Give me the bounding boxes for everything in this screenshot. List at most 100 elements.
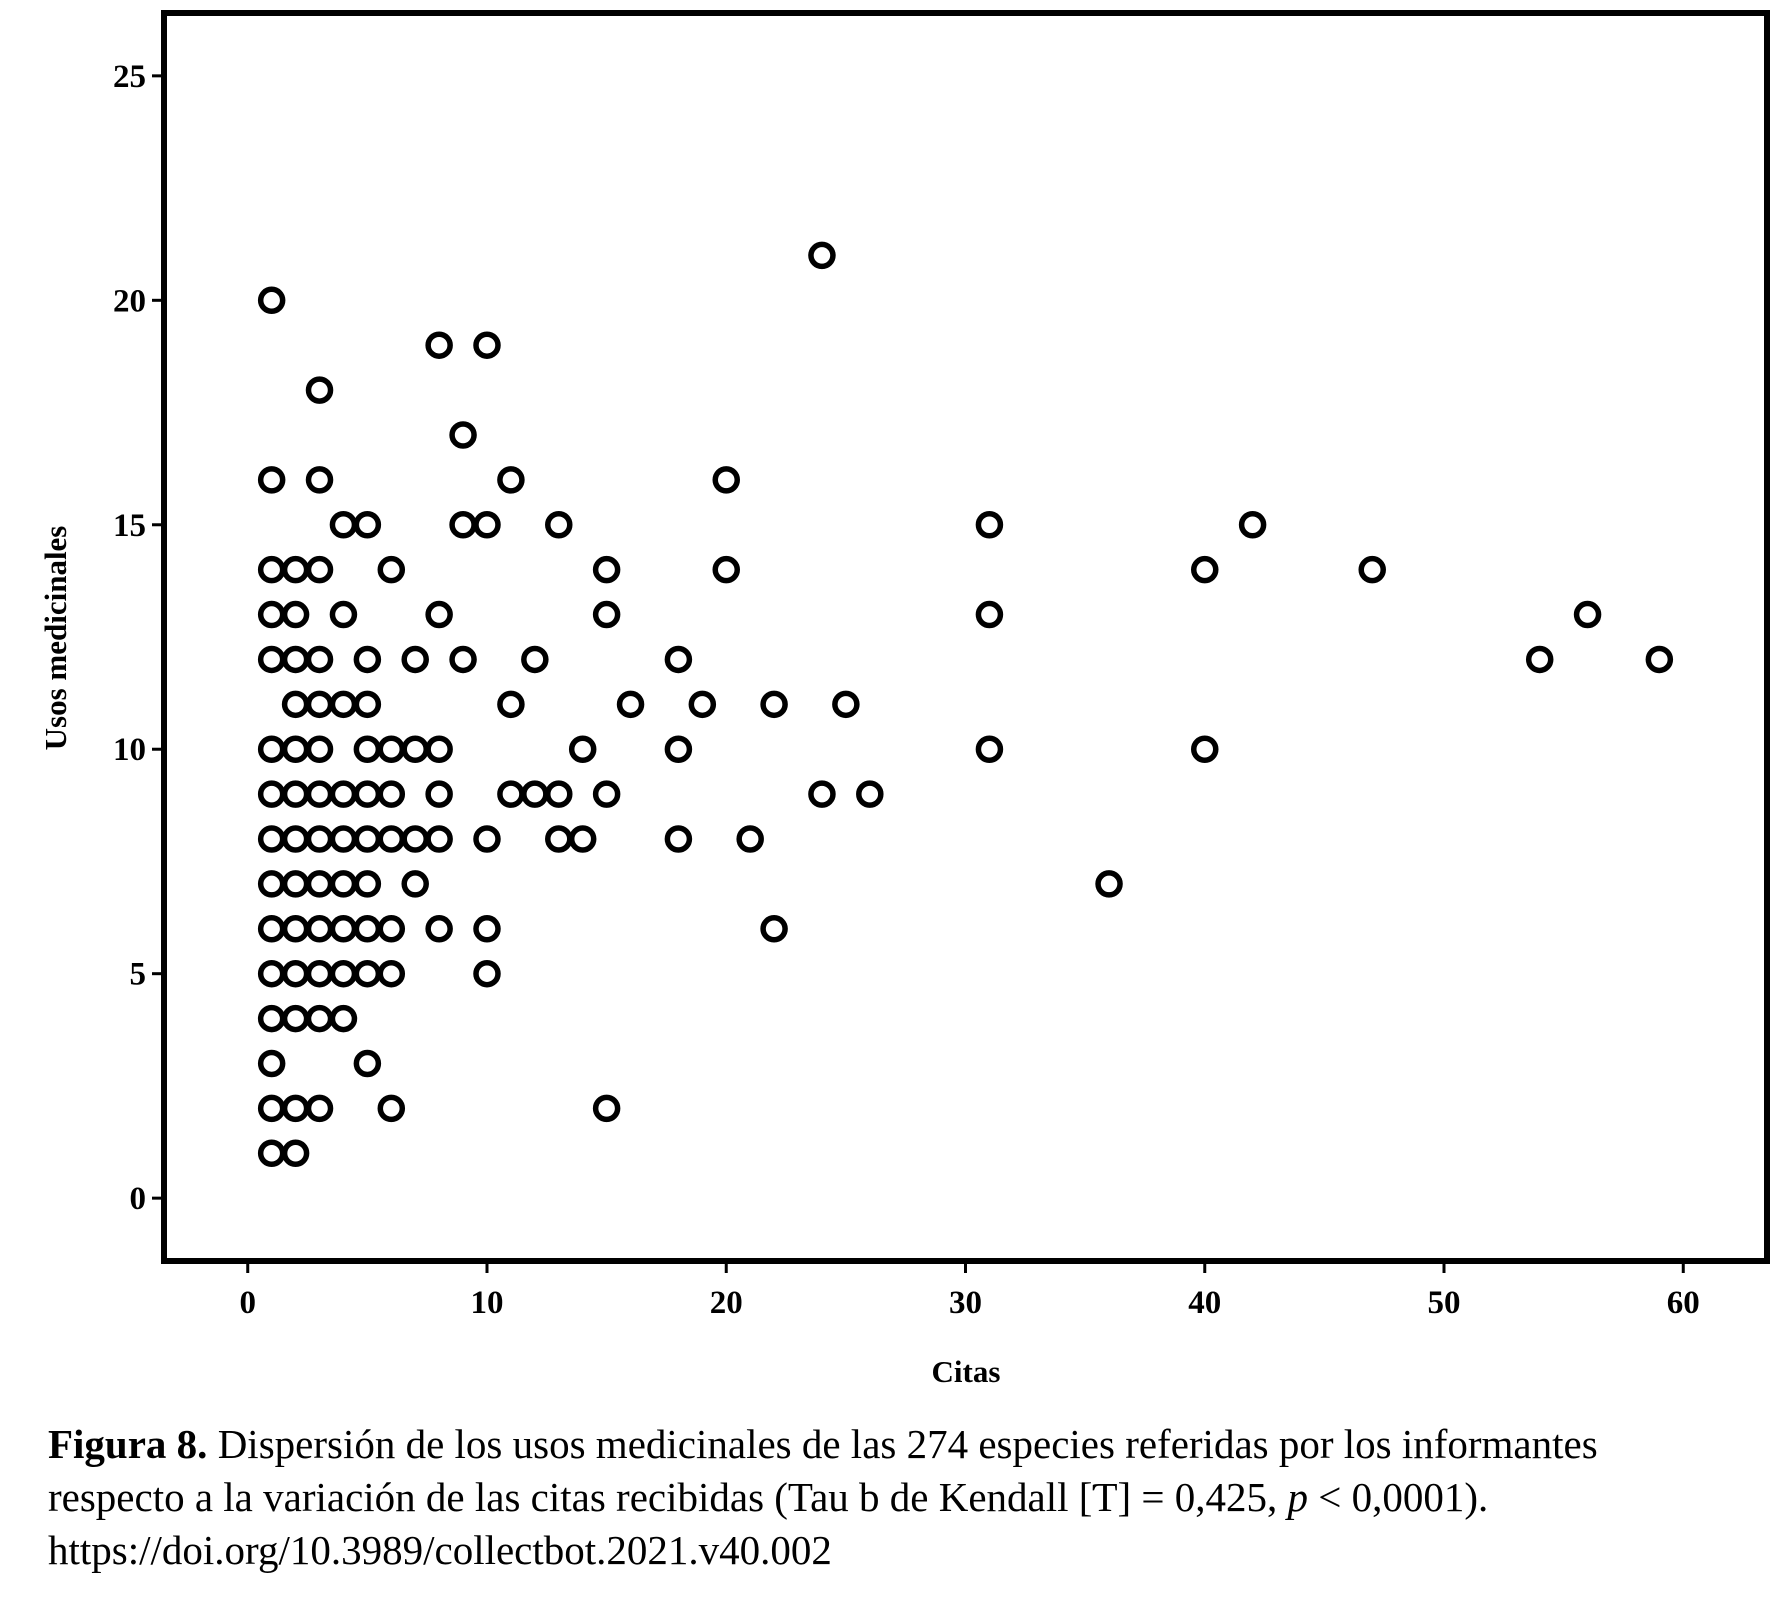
data-point: [425, 780, 453, 808]
data-point: [592, 600, 621, 629]
data-point: [1573, 600, 1602, 629]
data-point: [281, 555, 310, 584]
data-point: [1525, 645, 1554, 674]
data-point: [449, 421, 477, 449]
caption-doi-link[interactable]: https://doi.org/10.3989/collectbot.2021.…: [48, 1527, 832, 1573]
data-point: [449, 645, 477, 674]
y-axis-title: Usos medicinales: [38, 526, 73, 751]
figure-label: Figura 8.: [48, 1421, 208, 1467]
data-point: [353, 915, 382, 943]
data-point: [305, 466, 334, 494]
data-point: [808, 780, 836, 808]
data-point: [329, 1004, 358, 1033]
x-tick-label: 40: [1188, 1285, 1221, 1321]
data-point: [329, 511, 358, 539]
data-point: [281, 1139, 310, 1168]
caption-text-1: Dispersión de los usos medicinales de la…: [207, 1421, 1598, 1467]
data-point: [257, 959, 286, 988]
data-point: [305, 915, 334, 943]
data-point: [257, 600, 286, 629]
data-point: [473, 825, 501, 853]
data-point: [305, 959, 334, 988]
data-point: [664, 735, 693, 763]
data-point: [736, 825, 764, 853]
y-tick-label: 10: [113, 732, 146, 768]
data-point: [353, 511, 382, 539]
caption-p-symbol: p: [1287, 1474, 1309, 1520]
data-point: [305, 555, 334, 584]
data-point: [281, 1094, 310, 1123]
data-point: [712, 555, 740, 584]
data-point: [353, 735, 382, 763]
data-point: [401, 825, 429, 853]
data-point: [305, 1004, 334, 1033]
data-point: [616, 690, 645, 719]
data-point: [329, 600, 358, 629]
data-point: [305, 376, 334, 404]
data-point: [257, 825, 286, 853]
x-tick-label: 30: [949, 1285, 982, 1321]
data-point: [1645, 645, 1674, 674]
data-point: [257, 915, 286, 943]
data-point: [712, 466, 740, 494]
data-point: [305, 735, 334, 763]
data-point: [257, 1094, 286, 1123]
plot-frame: [161, 10, 1770, 1264]
x-axis: 0 10 20 30 40 50 60: [239, 1261, 1700, 1321]
caption-line-1: Figura 8. Dispersión de los usos medicin…: [48, 1418, 1768, 1471]
data-point: [545, 511, 573, 539]
x-tick-label: 20: [710, 1285, 743, 1321]
data-point: [257, 1004, 286, 1033]
data-point: [353, 780, 382, 808]
data-point: [568, 825, 597, 853]
data-point: [592, 555, 621, 584]
data-points: [257, 241, 1674, 1168]
data-point: [353, 825, 382, 853]
data-point: [377, 915, 406, 943]
data-point: [353, 1049, 382, 1078]
data-point: [257, 645, 286, 674]
data-point: [545, 780, 573, 808]
data-point: [281, 645, 310, 674]
data-point: [281, 825, 310, 853]
data-point: [425, 735, 453, 763]
data-point: [281, 780, 310, 808]
data-point: [473, 331, 501, 359]
data-point: [401, 645, 429, 674]
data-point: [377, 959, 406, 988]
y-tick-label: 25: [113, 59, 146, 95]
data-point: [568, 735, 597, 763]
data-point: [473, 959, 501, 988]
data-point: [305, 870, 334, 898]
data-point: [1095, 870, 1123, 898]
caption-text-2a: respecto a la variación de las citas rec…: [48, 1474, 1288, 1520]
data-point: [1238, 511, 1267, 539]
data-point: [257, 780, 286, 808]
data-point: [975, 735, 1004, 763]
data-point: [592, 780, 621, 808]
data-point: [425, 600, 453, 629]
data-point: [305, 780, 334, 808]
data-point: [688, 690, 717, 719]
data-point: [473, 915, 501, 943]
data-point: [377, 780, 406, 808]
x-tick-label: 10: [470, 1285, 503, 1321]
data-point: [257, 735, 286, 763]
data-point: [521, 780, 549, 808]
data-point: [377, 1094, 406, 1123]
data-point: [281, 690, 310, 719]
data-point: [305, 645, 334, 674]
data-point: [281, 1004, 310, 1033]
data-point: [353, 959, 382, 988]
x-tick-label: 60: [1667, 1285, 1700, 1321]
data-point: [760, 690, 788, 719]
data-point: [425, 915, 453, 943]
data-point: [1358, 555, 1386, 584]
data-point: [664, 825, 693, 853]
data-point: [425, 331, 453, 359]
data-point: [497, 690, 525, 719]
data-point: [377, 555, 406, 584]
data-point: [353, 690, 382, 719]
data-point: [1191, 555, 1219, 584]
data-point: [473, 511, 501, 539]
